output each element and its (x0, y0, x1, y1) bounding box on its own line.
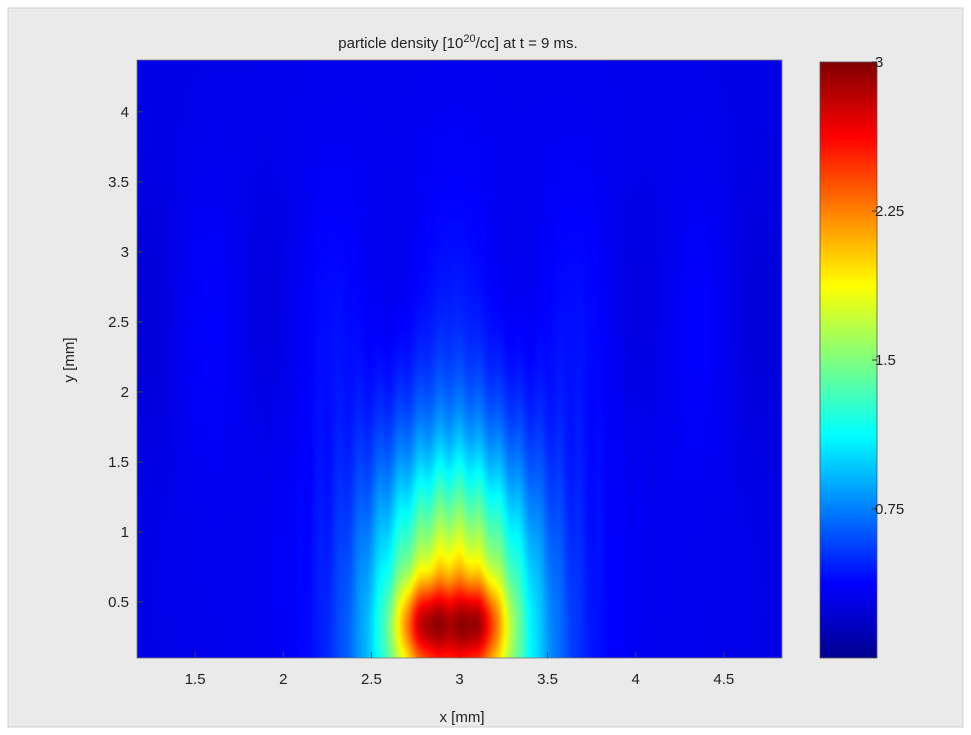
colorbar-tick-label: 0.75 (875, 501, 904, 518)
y-tick-label: 3.5 (108, 174, 129, 191)
x-axis-label: x [mm] (440, 709, 485, 726)
y-axis-ticks: 0.5 1 1.5 2 2.5 3 3.5 4 (108, 104, 143, 611)
y-axis-label: y [mm] (61, 338, 78, 383)
heatmap-layer (137, 60, 782, 658)
y-tick-label: 0.5 (108, 594, 129, 611)
colorbar-tick-label: 3 (875, 54, 883, 71)
x-tick-label: 4.5 (713, 671, 734, 688)
x-tick-label: 2 (279, 671, 287, 688)
colorbar (819, 61, 878, 659)
x-tick-label: 1.5 (185, 671, 206, 688)
x-tick-label: 4 (632, 671, 640, 688)
y-tick-label: 3 (121, 244, 129, 261)
colorbar-tick-label: 1.5 (875, 352, 896, 369)
heatmap-image (137, 60, 782, 658)
x-axis-ticks: 1.5 2 2.5 3 3.5 4 4.5 (185, 652, 734, 688)
chart-title: particle density [1020/cc] at t = 9 ms. (338, 33, 577, 52)
y-tick-label: 2 (121, 384, 129, 401)
y-tick-label: 2.5 (108, 314, 129, 331)
x-tick-label: 3 (455, 671, 463, 688)
y-tick-label: 1 (121, 524, 129, 541)
x-tick-label: 2.5 (361, 671, 382, 688)
y-tick-label: 1.5 (108, 454, 129, 471)
x-tick-label: 3.5 (537, 671, 558, 688)
colorbar-tick-label: 2.25 (875, 203, 904, 220)
y-tick-label: 4 (121, 104, 129, 121)
colorbar-ticks: 0.75 1.5 2.25 3 (872, 54, 904, 518)
